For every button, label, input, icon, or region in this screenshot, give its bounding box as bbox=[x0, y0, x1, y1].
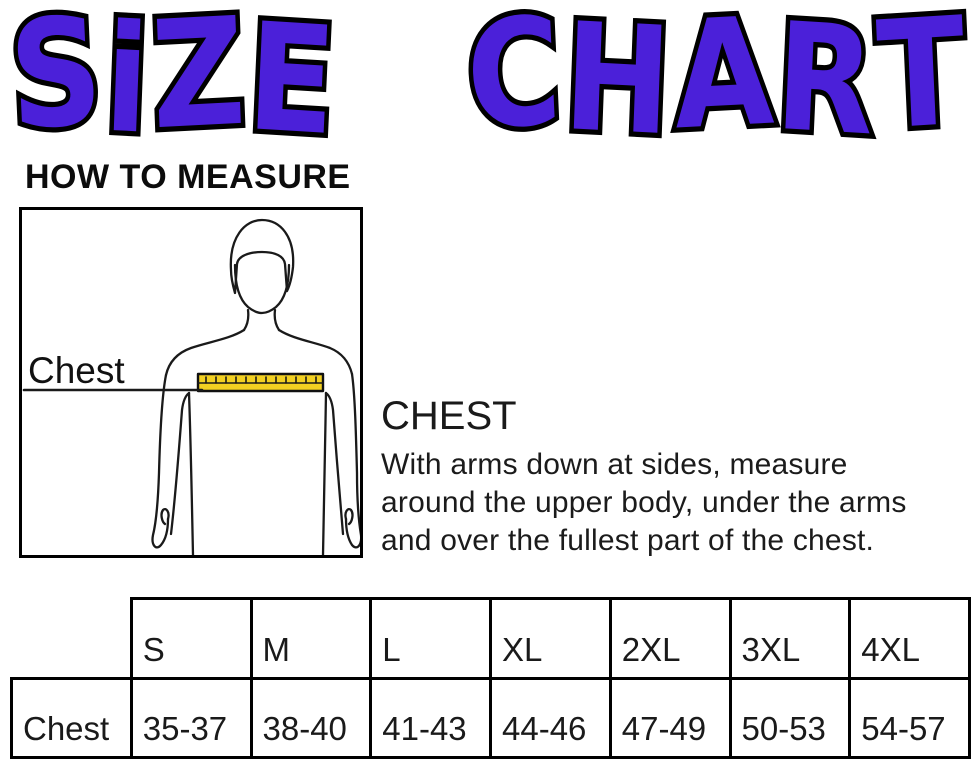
right-torso-outline bbox=[321, 391, 328, 555]
right-arm-outline bbox=[344, 372, 360, 549]
chest-value-cell: 54-57 bbox=[848, 677, 971, 759]
chest-description-line: around the upper body, under the arms bbox=[381, 486, 907, 519]
chest-value-cell: 35-37 bbox=[129, 677, 253, 759]
left-inner-arm-outline bbox=[169, 391, 191, 536]
size-table-empty-corner bbox=[12, 599, 132, 679]
size-header-cell: 3XL bbox=[728, 597, 852, 680]
left-arm-outline bbox=[151, 373, 170, 549]
page-title-word-size: SiZE bbox=[1, 0, 347, 174]
chest-value-cell: 44-46 bbox=[489, 677, 612, 759]
face-outline bbox=[233, 263, 291, 315]
size-header-cell: 4XL bbox=[848, 597, 971, 680]
chest-value-cell: 38-40 bbox=[249, 677, 373, 759]
how-to-measure-heading: HOW TO MEASURE bbox=[25, 158, 351, 196]
right-shoulder-outline bbox=[277, 328, 354, 376]
size-header-cell: 2XL bbox=[608, 597, 732, 680]
hair-outline bbox=[229, 218, 295, 295]
left-thumb-outline bbox=[160, 508, 170, 526]
chest-pointer-label: Chest bbox=[28, 350, 125, 391]
right-thumb-outline bbox=[344, 508, 354, 526]
page-title: SiZE CHART bbox=[0, 0, 978, 175]
chest-values-row: Chest 35-37 38-40 41-43 44-46 47-49 50-5… bbox=[10, 677, 971, 759]
chest-description-line: With arms down at sides, measure bbox=[381, 448, 848, 481]
size-header-cell: M bbox=[249, 597, 373, 680]
size-header-cell: L bbox=[369, 597, 492, 680]
chest-value-cell: 41-43 bbox=[369, 677, 492, 759]
chest-description-line: and over the fullest part of the chest. bbox=[381, 524, 875, 557]
left-shoulder-outline bbox=[164, 328, 246, 377]
chest-value-cell: 50-53 bbox=[728, 677, 852, 759]
row-header-cell: Chest bbox=[10, 677, 133, 759]
tape-measure-ticks bbox=[205, 376, 317, 384]
size-table: S M L XL 2XL 3XL 4XL Chest 35-37 38-40 4… bbox=[10, 597, 971, 759]
size-header-cell: S bbox=[129, 597, 253, 680]
right-inner-arm-outline bbox=[324, 391, 345, 536]
size-header-row: S M L XL 2XL 3XL 4XL bbox=[12, 597, 971, 680]
page-title-word-chart: CHART bbox=[458, 0, 976, 175]
chest-section-description: With arms down at sides, measure around … bbox=[381, 446, 977, 560]
measurement-figure-panel: Chest bbox=[19, 207, 363, 558]
chest-section-heading: CHEST bbox=[381, 394, 517, 438]
chest-value-cell: 47-49 bbox=[608, 677, 732, 759]
neck-outline bbox=[242, 308, 281, 332]
size-header-cell: XL bbox=[489, 597, 612, 680]
left-torso-outline bbox=[187, 391, 195, 555]
body-outline-figure: Chest bbox=[22, 218, 360, 555]
